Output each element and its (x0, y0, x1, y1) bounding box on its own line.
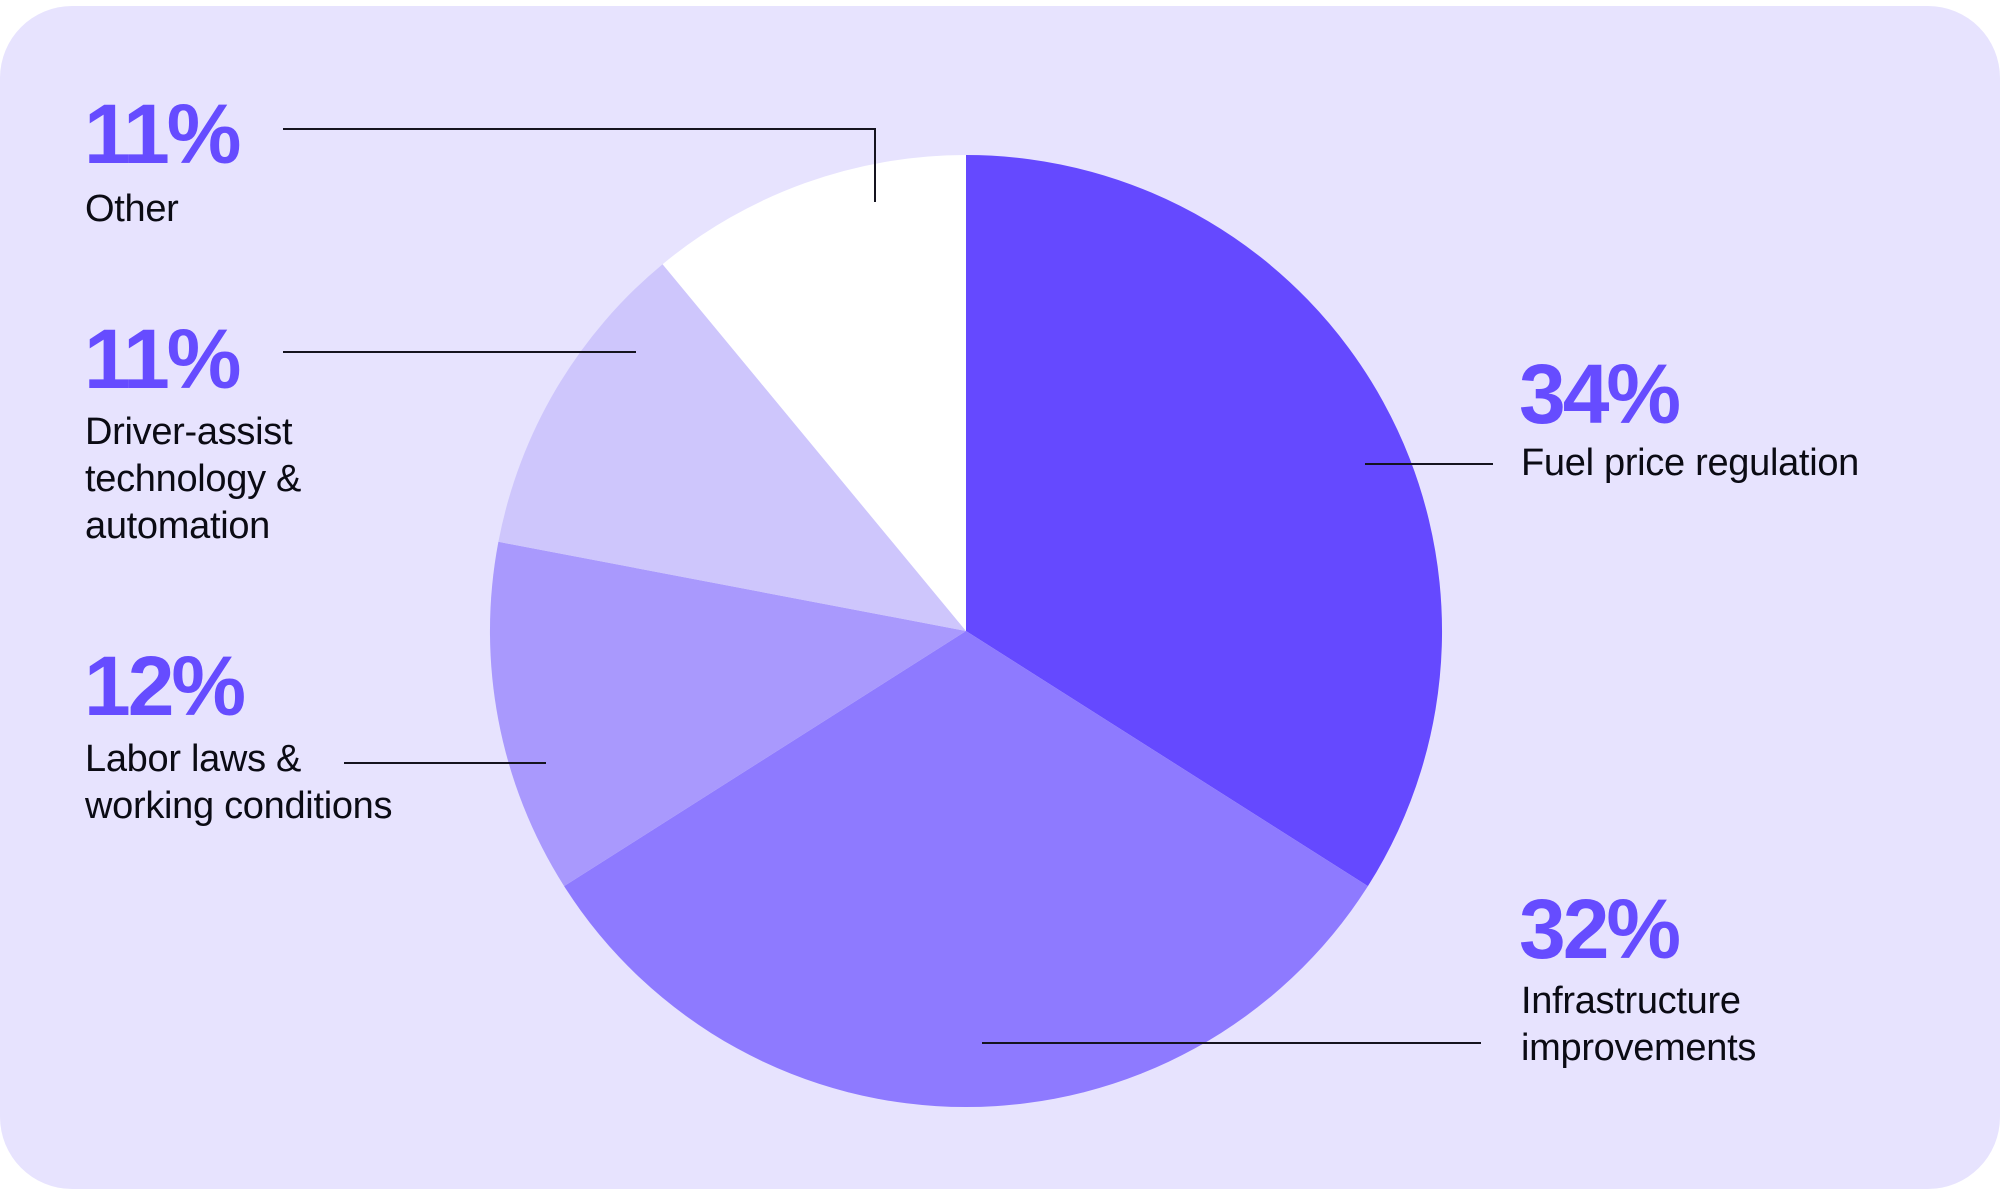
driver-assist-label: Driver-assist technology & automation (85, 409, 301, 550)
pie-slice-driver-assist-technology-automation (498, 264, 966, 631)
fuel-label-line: Fuel price regulation (1521, 442, 1860, 484)
labor-label-line: Labor laws & (85, 738, 302, 780)
other-percent: 11% (84, 87, 241, 181)
pie-slice-infrastructure-improvements (564, 631, 1368, 1108)
infrastructure-label-line: improvements (1521, 1027, 1757, 1069)
driver-assist-label-line: Driver-assist (85, 411, 293, 453)
pie-slice-other (662, 154, 966, 631)
other-label-line: Other (85, 188, 179, 230)
driver-assist-percent: 11% (84, 312, 241, 406)
fuel-percent: 34% (1519, 347, 1681, 441)
other-label: Other (85, 186, 179, 233)
labor-label: Labor laws & working conditions (85, 736, 393, 830)
driver-assist-label-line: automation (85, 505, 271, 547)
infrastructure-label-line: Infrastructure (1521, 980, 1741, 1022)
infrastructure-percent: 32% (1519, 882, 1681, 976)
infrastructure-leader-line (982, 1042, 1481, 1044)
other-leader-line (283, 128, 876, 130)
driver-assist-leader-line (283, 351, 636, 353)
infrastructure-label: Infrastructure improvements (1521, 978, 1756, 1072)
pie-slice-labor-laws-working-conditions (489, 541, 966, 887)
fuel-leader-line (1365, 463, 1493, 465)
fuel-label: Fuel price regulation (1521, 440, 1859, 487)
other-leader-drop (874, 128, 876, 202)
labor-percent: 12% (84, 639, 246, 733)
pie-slices (489, 154, 1443, 1108)
labor-label-line: working conditions (85, 785, 393, 827)
pie-slice-fuel-price-regulation (966, 155, 1443, 887)
labor-leader-line (344, 762, 546, 764)
driver-assist-label-line: technology & (85, 458, 302, 500)
